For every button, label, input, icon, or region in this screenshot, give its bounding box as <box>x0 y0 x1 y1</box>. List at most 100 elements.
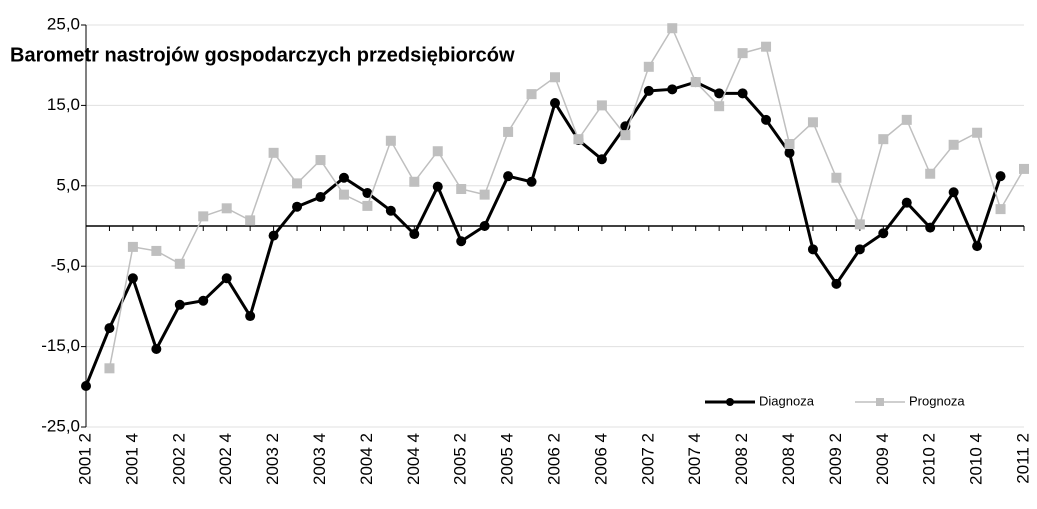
point <box>526 176 537 187</box>
point <box>948 187 959 198</box>
point <box>737 88 748 99</box>
x-tick-label: 2008 4 <box>779 433 798 485</box>
point <box>901 114 912 125</box>
point <box>948 139 959 150</box>
point <box>784 147 795 158</box>
point <box>995 204 1006 215</box>
point <box>221 273 232 284</box>
x-tick-label: 2002 4 <box>216 433 235 485</box>
point <box>362 188 373 199</box>
point <box>620 130 631 141</box>
point <box>643 85 654 96</box>
point <box>550 97 560 108</box>
point <box>198 295 209 306</box>
legend-label: Diagnoza <box>759 393 815 408</box>
point <box>784 138 795 149</box>
series-line <box>84 80 1002 387</box>
y-tick-label: -25,0 <box>41 416 80 435</box>
x-tick-label: 2004 4 <box>404 433 423 485</box>
point <box>315 192 326 203</box>
x-tick-label: 2005 4 <box>498 433 517 485</box>
point <box>550 72 560 83</box>
point <box>174 258 185 269</box>
point <box>151 245 162 256</box>
point <box>174 299 185 310</box>
point <box>831 278 842 289</box>
point <box>901 197 912 208</box>
point <box>831 172 842 183</box>
x-tick-label: 2010 4 <box>967 433 986 485</box>
point <box>667 23 678 34</box>
point <box>127 241 138 252</box>
point <box>807 244 818 255</box>
point <box>292 178 303 189</box>
point <box>268 147 279 158</box>
x-tick-label: 2002 2 <box>169 433 188 485</box>
x-tick-label: 2003 2 <box>263 433 282 485</box>
x-tick-label: 2006 4 <box>591 433 610 485</box>
point <box>503 171 514 182</box>
legend-marker <box>726 398 734 406</box>
x-tick-label: 2008 2 <box>732 433 751 485</box>
x-tick-label: 2001 4 <box>122 433 141 485</box>
x-tick-label: 2011 2 <box>1013 433 1032 484</box>
point <box>104 323 115 334</box>
point <box>338 189 349 200</box>
point <box>878 228 889 239</box>
point <box>503 126 514 137</box>
point <box>268 230 279 241</box>
point <box>972 241 983 252</box>
point <box>526 89 537 100</box>
point <box>596 100 607 111</box>
point <box>690 77 701 88</box>
point <box>854 219 865 230</box>
point <box>456 184 467 195</box>
point <box>878 134 889 145</box>
point <box>221 203 232 214</box>
y-tick-label: 25,0 <box>47 14 80 33</box>
series-line <box>108 26 1025 369</box>
chart-title: Barometr nastrojów gospodarczych przedsi… <box>10 44 515 66</box>
point <box>925 222 936 233</box>
y-tick-label: 5,0 <box>56 175 80 194</box>
y-tick-label: -15,0 <box>41 336 80 355</box>
point <box>714 101 725 112</box>
point <box>667 84 678 95</box>
x-tick-label: 2007 2 <box>638 433 657 485</box>
point <box>409 176 420 187</box>
point <box>432 181 443 192</box>
point <box>596 154 607 165</box>
point <box>854 244 865 255</box>
point <box>292 201 303 212</box>
x-tick-label: 2005 2 <box>451 433 470 485</box>
point <box>995 171 1006 182</box>
point <box>714 88 725 99</box>
point <box>151 344 162 355</box>
point <box>362 200 373 211</box>
point <box>761 114 772 125</box>
x-tick-label: 2009 2 <box>826 433 845 485</box>
legend-marker <box>876 398 884 406</box>
point <box>81 380 91 391</box>
x-tick-label: 2001 2 <box>75 433 94 485</box>
x-tick-label: 2007 4 <box>685 433 704 485</box>
point <box>761 41 772 52</box>
point <box>479 189 490 200</box>
x-tick-label: 2004 2 <box>357 433 376 485</box>
point <box>573 134 584 145</box>
point <box>127 273 138 284</box>
point <box>104 363 115 374</box>
x-tick-label: 2003 4 <box>310 433 329 485</box>
point <box>925 168 936 179</box>
point <box>385 135 396 146</box>
point <box>737 48 748 59</box>
point <box>456 236 467 247</box>
x-tick-label: 2006 2 <box>544 433 563 485</box>
y-tick-label: 15,0 <box>47 95 80 114</box>
point <box>409 229 420 240</box>
point <box>315 155 326 166</box>
point <box>807 117 818 128</box>
legend-label: Prognoza <box>909 393 965 408</box>
point <box>385 205 396 216</box>
